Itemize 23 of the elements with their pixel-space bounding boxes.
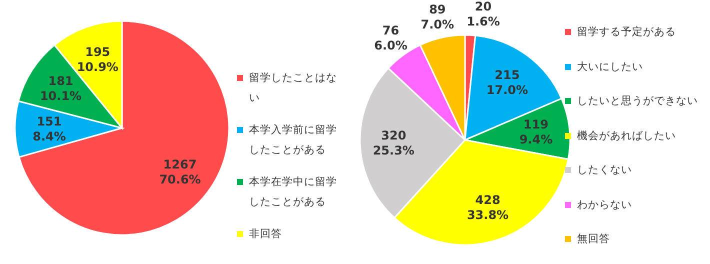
legend-label: 本学在学中に留学したことがある — [249, 176, 337, 208]
legend-label: 留学する予定がある — [577, 26, 676, 38]
data-label: 181 10.1% — [40, 74, 82, 104]
data-label: 20 1.6% — [466, 0, 500, 29]
data-label: 195 10.9% — [76, 44, 118, 74]
legend-label: 本学入学前に留学したことがある — [249, 124, 337, 156]
data-label: 1267 70.6% — [159, 157, 201, 186]
data-label: 320 25.3% — [372, 128, 414, 158]
legend-label: 留学したことはない — [249, 72, 337, 104]
data-label: 76 6.0% — [374, 24, 408, 53]
data-label: 428 33.8% — [466, 193, 509, 222]
data-label: 119 9.4% — [519, 118, 553, 147]
legend-label: したいと思うができない — [577, 95, 698, 107]
legend-label: わからない — [577, 198, 632, 210]
data-label: 151 8.4% — [32, 114, 66, 144]
data-label: 215 17.0% — [486, 68, 528, 97]
legend-label: 大いにしたい — [577, 60, 643, 72]
legend-label: 無回答 — [577, 233, 610, 245]
legend-label: 非回答 — [249, 228, 282, 240]
data-label: 89 7.0% — [420, 2, 454, 32]
legend-label: したくない — [577, 164, 632, 176]
legend-label: 機会があればしたい — [577, 130, 676, 142]
pie-slice — [18, 20, 230, 236]
